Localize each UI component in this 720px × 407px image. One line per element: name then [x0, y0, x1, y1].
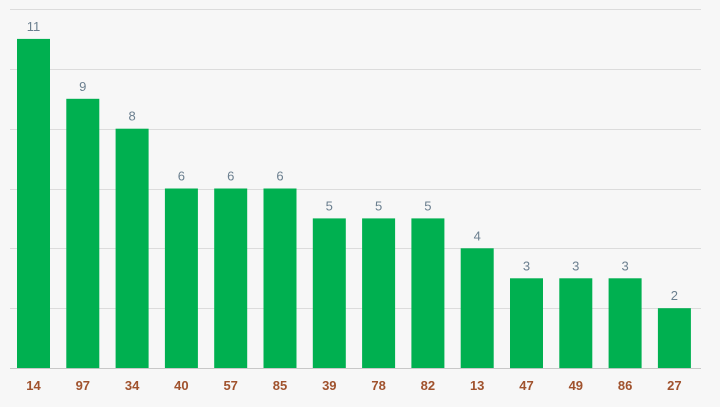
x-tick-label: 86 — [618, 378, 632, 393]
x-tick-label: 39 — [322, 378, 336, 393]
bar — [657, 308, 691, 368]
bar-value-label: 5 — [326, 198, 333, 213]
bar-value-label: 3 — [621, 258, 628, 273]
bar-value-label: 5 — [375, 198, 382, 213]
bar — [559, 278, 593, 369]
bar-value-label: 6 — [178, 169, 185, 184]
bar-value-label: 9 — [79, 79, 86, 94]
bar — [214, 188, 248, 368]
bar — [312, 218, 346, 368]
x-tick-label: 14 — [26, 378, 41, 393]
bar — [608, 278, 642, 369]
gridlines — [10, 9, 701, 369]
bar-value-label: 3 — [523, 258, 530, 273]
bar-value-label: 6 — [276, 169, 283, 184]
x-tick-label: 49 — [569, 378, 583, 393]
x-tick-label: 97 — [76, 378, 90, 393]
bar — [263, 188, 297, 368]
value-labels: 11 9 8 6 6 6 5 5 5 4 3 3 3 2 — [27, 19, 678, 303]
bar — [460, 248, 494, 368]
x-tick-label: 82 — [421, 378, 435, 393]
x-axis-tick-labels: 14 97 34 40 57 85 39 78 82 13 47 49 86 27 — [26, 378, 681, 393]
bar-value-label: 6 — [227, 169, 234, 184]
bar-value-label: 2 — [671, 288, 678, 303]
bar — [164, 188, 198, 368]
bar — [115, 128, 149, 368]
x-tick-label: 85 — [273, 378, 287, 393]
bar-value-label: 4 — [474, 228, 481, 243]
x-tick-label: 78 — [371, 378, 385, 393]
bar — [17, 38, 50, 369]
bar-value-label: 8 — [128, 109, 135, 124]
bar — [362, 218, 396, 368]
x-tick-label: 57 — [223, 378, 237, 393]
bar-value-label: 3 — [572, 258, 579, 273]
x-tick-label: 40 — [174, 378, 188, 393]
x-tick-label: 47 — [519, 378, 533, 393]
bar — [510, 278, 543, 369]
bar-value-label: 11 — [27, 19, 41, 34]
bar-value-label: 5 — [424, 198, 431, 213]
bar — [411, 218, 445, 368]
x-tick-label: 34 — [125, 378, 140, 393]
bar — [66, 98, 100, 369]
bar-series — [17, 38, 691, 369]
x-tick-label: 13 — [470, 378, 484, 393]
x-tick-label: 27 — [667, 378, 681, 393]
